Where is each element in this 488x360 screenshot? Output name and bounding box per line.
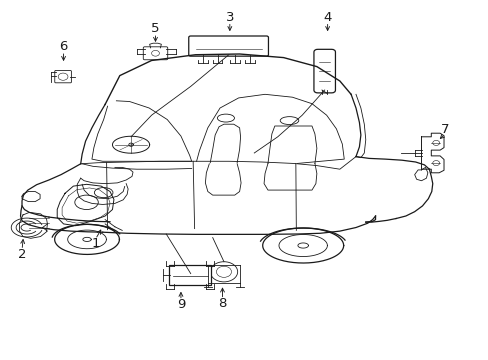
Text: 6: 6 (59, 40, 68, 53)
Circle shape (58, 73, 68, 80)
FancyBboxPatch shape (169, 265, 211, 285)
FancyBboxPatch shape (55, 71, 71, 83)
FancyBboxPatch shape (313, 49, 335, 93)
FancyBboxPatch shape (143, 47, 167, 60)
Text: 4: 4 (323, 11, 331, 24)
Text: 8: 8 (218, 297, 226, 310)
Ellipse shape (75, 195, 98, 210)
Circle shape (151, 50, 159, 56)
FancyBboxPatch shape (188, 36, 268, 56)
Text: 3: 3 (225, 11, 234, 24)
Text: 9: 9 (176, 298, 185, 311)
Text: 7: 7 (440, 123, 448, 136)
Text: 2: 2 (18, 248, 26, 261)
Circle shape (216, 266, 231, 277)
Circle shape (432, 140, 439, 145)
Circle shape (432, 161, 439, 166)
Text: 1: 1 (91, 237, 100, 250)
Circle shape (210, 262, 237, 282)
Text: 5: 5 (151, 22, 160, 35)
